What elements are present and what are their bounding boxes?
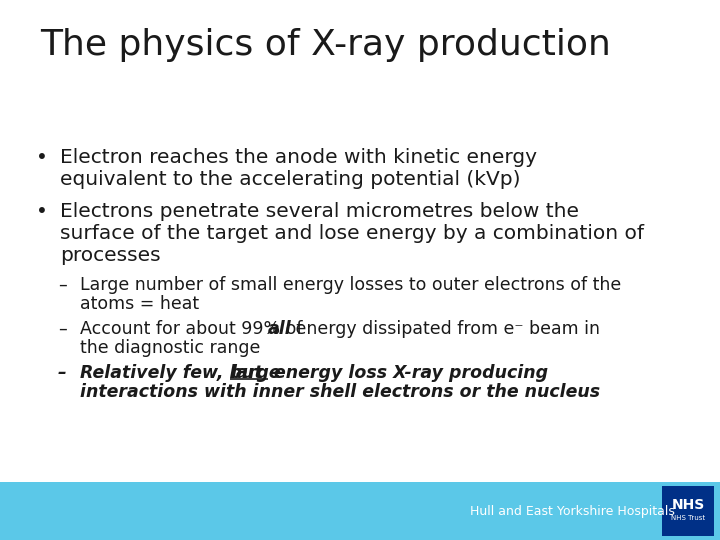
Text: interactions with inner shell electrons or the nucleus: interactions with inner shell electrons …	[80, 383, 600, 401]
Text: •: •	[36, 148, 48, 167]
Text: processes: processes	[60, 246, 161, 265]
Text: atoms = heat: atoms = heat	[80, 295, 199, 313]
Text: Electrons penetrate several micrometres below the: Electrons penetrate several micrometres …	[60, 202, 579, 221]
Text: large: large	[230, 364, 281, 382]
Bar	[662, 486, 714, 536]
Text: Relatively few, but: Relatively few, but	[80, 364, 269, 382]
Bar	[0, 482, 720, 540]
Text: –: –	[58, 320, 67, 338]
Text: energy dissipated from e⁻ beam in: energy dissipated from e⁻ beam in	[290, 320, 600, 338]
Text: The physics of X-ray production: The physics of X-ray production	[40, 28, 611, 62]
Text: NHS: NHS	[671, 498, 705, 512]
Text: NHS Trust: NHS Trust	[671, 515, 705, 521]
Text: Large number of small energy losses to outer electrons of the: Large number of small energy losses to o…	[80, 276, 621, 294]
Text: –: –	[58, 276, 67, 294]
Text: Hull and East Yorkshire Hospitals: Hull and East Yorkshire Hospitals	[470, 504, 675, 517]
Text: the diagnostic range: the diagnostic range	[80, 339, 261, 357]
Text: all: all	[268, 320, 292, 338]
Text: surface of the target and lose energy by a combination of: surface of the target and lose energy by…	[60, 224, 644, 243]
Text: •: •	[36, 202, 48, 221]
Text: equivalent to the accelerating potential (kVp): equivalent to the accelerating potential…	[60, 170, 521, 189]
Text: energy loss X-ray producing: energy loss X-ray producing	[268, 364, 548, 382]
Text: –: –	[58, 364, 67, 382]
Text: Account for about 99% of: Account for about 99% of	[80, 320, 308, 338]
Text: Electron reaches the anode with kinetic energy: Electron reaches the anode with kinetic …	[60, 148, 537, 167]
